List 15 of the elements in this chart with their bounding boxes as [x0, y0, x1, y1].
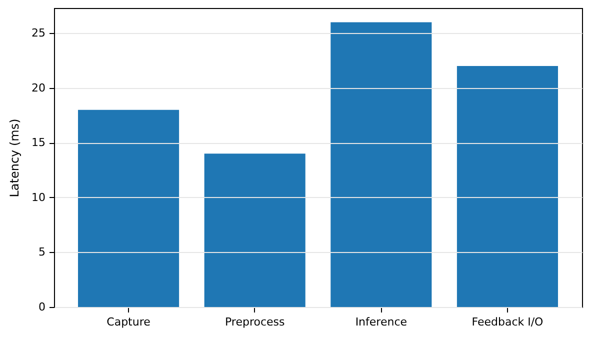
y-tick-label: 20 — [32, 81, 46, 94]
x-tick-label: Feedback I/O — [472, 316, 544, 328]
bar — [78, 110, 180, 307]
y-tick-label: 25 — [32, 26, 46, 40]
y-axis-title: Latency (ms) — [8, 118, 22, 198]
y-tick-label: 15 — [32, 136, 46, 150]
bar — [456, 66, 558, 307]
x-tick-label: Preprocess — [224, 316, 285, 328]
y-tick-label: 5 — [38, 246, 46, 259]
y-tick-label: 10 — [32, 190, 46, 204]
x-tick-label: Inference — [355, 316, 408, 328]
y-tick-label: 0 — [38, 300, 46, 314]
bar — [204, 154, 306, 307]
bar — [330, 22, 432, 307]
x-tick-label: Capture — [106, 316, 151, 328]
